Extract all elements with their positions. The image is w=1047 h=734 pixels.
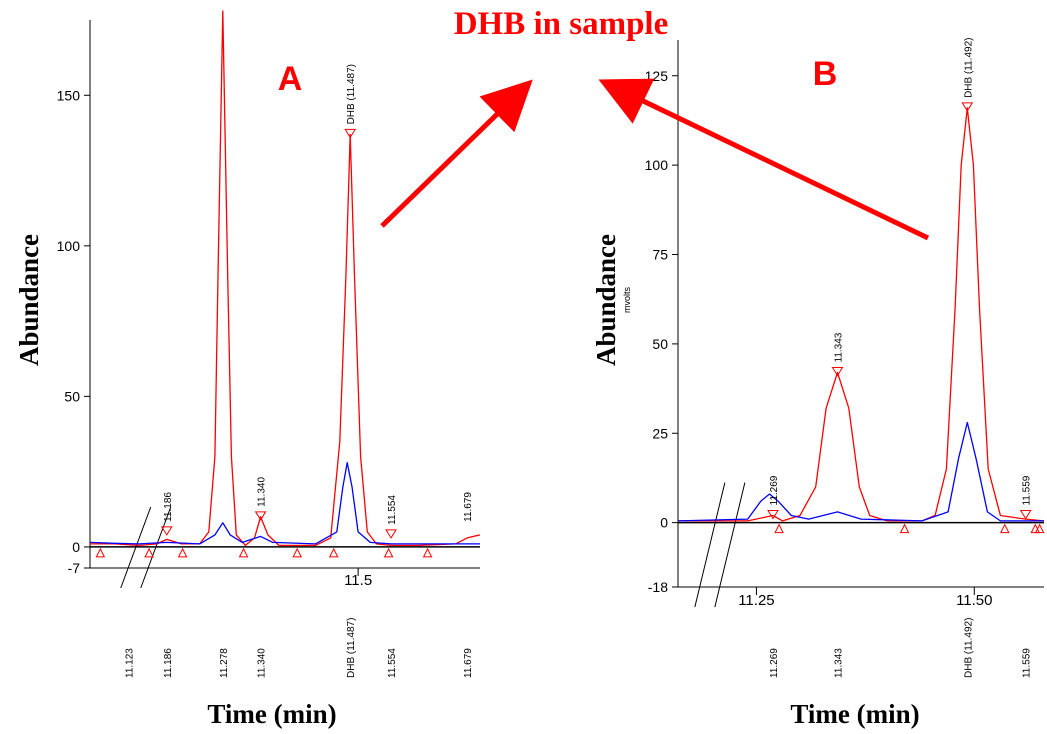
a-peak-marker — [160, 526, 173, 536]
a-peak-marker — [385, 529, 397, 539]
panel-a-chromatogram: 0 50 100 150 -7 11.5 11.186 11.340 DHB (11.487) 1… — [14, 10, 481, 729]
b-bottom-label: DHB (11.492) — [963, 618, 974, 678]
arrow-to-title-from-a — [380, 79, 533, 228]
panel-b-chromatogram: 0 25 50 75 100 125 -18 11.25 11.50 11.269 11.343 DH… — [591, 38, 1045, 729]
a-bottom-label: 11.186 — [163, 648, 174, 678]
figure-title: DHB in sample — [454, 6, 669, 42]
a-y-tick-label: 50 — [64, 388, 80, 404]
a-peak-label: DHB (11.487) — [346, 64, 357, 124]
arrow-to-title-from-b — [598, 78, 930, 241]
b-baseline-marker — [899, 523, 910, 534]
b-y-tick-label: 100 — [645, 157, 669, 173]
b-x-axis-label: Time (min) — [790, 699, 919, 729]
b-peak-marker — [767, 509, 779, 520]
a-x-axis-label: Time (min) — [207, 699, 336, 729]
a-peak-label: 11.340 — [257, 477, 268, 507]
b-trace-1 — [677, 421, 1044, 522]
b-bottom-label: 11.559 — [1022, 648, 1033, 678]
a-peak-marker — [344, 128, 357, 139]
b-y-tick-label: 25 — [652, 425, 668, 441]
a-baseline-marker — [238, 547, 249, 558]
a-peak-label: 11.679 — [463, 492, 474, 522]
a-bottom-label: 11.123 — [124, 648, 135, 678]
b-peak-label: DHB (11.492) — [963, 38, 974, 98]
a-peak-label: 11.186 — [163, 492, 174, 522]
a-baseline-marker — [422, 547, 433, 558]
a-baseline-marker — [177, 547, 188, 558]
b-bottom-label: 11.269 — [769, 648, 780, 678]
a-baseline-marker — [383, 547, 394, 558]
b-baseline-marker — [999, 523, 1010, 534]
a-bottom-label: 11.278 — [219, 648, 230, 678]
b-axis-break-mark — [694, 482, 726, 608]
a-peak-marker — [254, 511, 267, 521]
b-y-unit-label: mvolts — [622, 287, 632, 314]
a-y-tick-label: 0 — [72, 539, 80, 555]
a-axis-break-mark — [140, 506, 172, 589]
a-y-tick-label: -7 — [68, 560, 81, 576]
a-y-axis-label: Abundance — [14, 234, 44, 366]
b-bottom-label: 11.343 — [833, 648, 844, 678]
b-baseline-marker — [1034, 523, 1045, 534]
a-baseline-marker — [328, 547, 339, 558]
a-y-tick-label: 150 — [57, 87, 81, 103]
b-baseline-marker — [774, 523, 784, 534]
b-y-tick-label: 50 — [652, 336, 668, 352]
b-peak-marker — [831, 366, 844, 377]
a-panel-letter: A — [278, 60, 303, 98]
a-bottom-label: DHB (11.487) — [346, 618, 357, 678]
a-peak-label: 11.554 — [387, 495, 398, 525]
a-bottom-label: 11.340 — [257, 648, 268, 678]
a-baseline-marker — [95, 547, 106, 558]
b-axis-break-mark — [714, 482, 746, 608]
a-baseline-marker — [292, 547, 302, 558]
b-y-tick-label: -18 — [648, 579, 668, 595]
b-x-tick-label: 11.50 — [956, 592, 992, 609]
b-y-axis-label: Abundance — [591, 234, 621, 366]
b-peak-label: 11.559 — [1022, 475, 1033, 505]
b-peak-label: 11.269 — [769, 475, 780, 505]
a-x-tick-label: 11.5 — [344, 572, 372, 589]
b-peak-label: 11.343 — [833, 332, 844, 362]
b-y-tick-label: 0 — [660, 515, 668, 531]
a-axis-break-mark — [120, 506, 152, 589]
b-panel-letter: B — [813, 55, 838, 93]
b-peak-marker — [1019, 509, 1032, 520]
a-y-tick-label: 100 — [57, 238, 81, 254]
b-trace-0 — [678, 107, 1045, 522]
b-y-tick-label: 125 — [645, 68, 669, 84]
b-peak-marker — [961, 102, 974, 112]
a-baseline-marker — [144, 547, 154, 558]
b-x-tick-label: 11.25 — [738, 592, 774, 609]
a-trace-1 — [89, 461, 480, 545]
b-y-tick-label: 75 — [652, 247, 668, 263]
a-bottom-label: 11.554 — [387, 648, 398, 678]
a-bottom-label: 11.679 — [463, 648, 474, 678]
